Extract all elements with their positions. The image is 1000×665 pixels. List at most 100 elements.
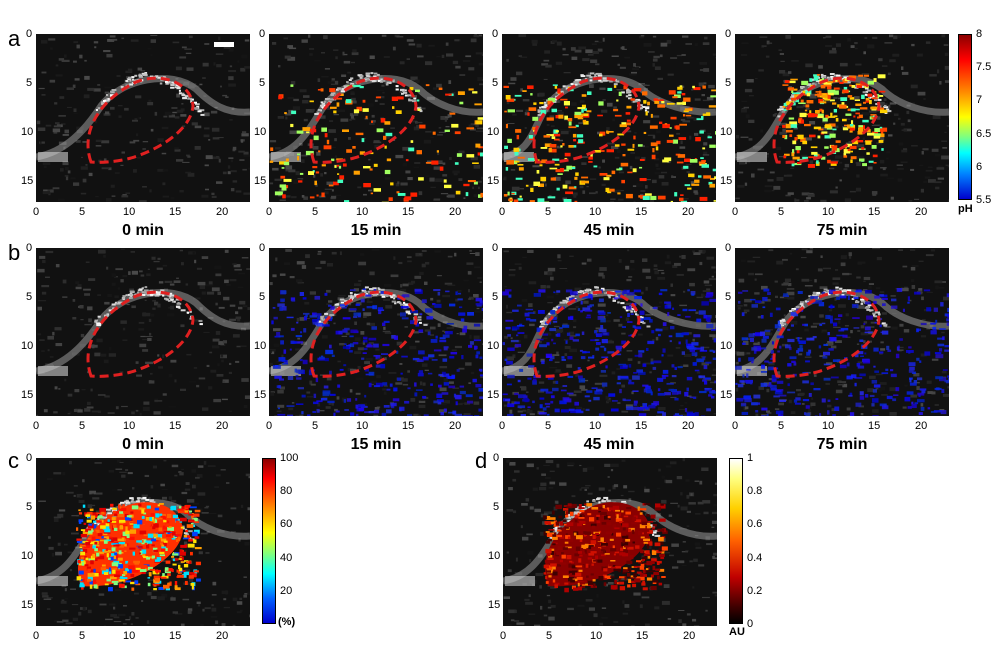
x-tick-label: 0 (500, 630, 507, 642)
panel-b-image-15min (269, 248, 483, 416)
x-tick-label: 10 (822, 420, 835, 432)
colorbar-tick-label: 0.4 (747, 551, 763, 564)
x-tick-label: 10 (590, 630, 603, 642)
x-tick-label: 0 (732, 206, 739, 218)
y-tick-label: 15 (488, 599, 501, 611)
y-tick-label: 15 (487, 389, 500, 401)
panel-letter-c: c (8, 448, 19, 473)
y-tick-label: 0 (26, 452, 33, 464)
colorbar-tick-label: 100 (280, 452, 299, 464)
x-tick-label: 15 (169, 420, 182, 432)
x-tick-label: 20 (682, 206, 695, 218)
x-tick-label: 0 (33, 206, 40, 218)
x-tick-label: 5 (545, 206, 552, 218)
x-tick-label: 15 (169, 206, 182, 218)
x-tick-label: 10 (589, 206, 602, 218)
panel-a-image-45min (502, 34, 716, 202)
x-tick-label: 20 (915, 420, 928, 432)
y-tick-label: 15 (487, 175, 500, 187)
time-caption: 15 min (350, 222, 402, 239)
panel-b-image-0min-svg (36, 248, 250, 416)
x-tick-label: 15 (635, 420, 648, 432)
panel-a-image-75min (735, 34, 949, 202)
panel-c-image-svg (36, 458, 250, 626)
x-tick-label: 0 (33, 630, 40, 642)
colorbar-tick-label: 6 (976, 160, 983, 173)
y-tick-label: 10 (487, 126, 500, 138)
colorbar-au (729, 458, 743, 624)
y-tick-label: 0 (725, 28, 732, 40)
panel-b-image-75min (735, 248, 949, 416)
y-tick-label: 15 (720, 175, 733, 187)
y-tick-label: 15 (21, 389, 34, 401)
y-tick-label: 5 (493, 501, 500, 513)
x-tick-label: 10 (356, 420, 369, 432)
x-tick-label: 15 (169, 630, 182, 642)
x-tick-label: 20 (683, 630, 696, 642)
x-tick-label: 5 (778, 420, 785, 432)
x-tick-label: 20 (449, 206, 462, 218)
y-tick-label: 0 (259, 242, 266, 254)
x-tick-label: 15 (868, 420, 881, 432)
y-tick-label: 5 (259, 77, 266, 89)
x-tick-label: 10 (123, 206, 136, 218)
y-tick-label: 15 (254, 175, 267, 187)
x-tick-label: 0 (732, 420, 739, 432)
y-tick-label: 15 (21, 175, 34, 187)
panel-b-image-75min-svg (735, 248, 949, 416)
x-tick-label: 10 (123, 630, 136, 642)
x-tick-label: 0 (266, 206, 273, 218)
time-caption: 0 min (122, 436, 164, 453)
panel-letter-d: d (475, 448, 488, 473)
colorbar-tick-label: 7.5 (976, 61, 992, 74)
panel-b-image-45min-svg (502, 248, 716, 416)
x-tick-label: 20 (216, 630, 229, 642)
x-tick-label: 5 (79, 206, 86, 218)
x-tick-label: 5 (79, 420, 86, 432)
y-tick-label: 0 (725, 242, 732, 254)
panel-letter-a: a (8, 26, 21, 51)
x-tick-label: 5 (312, 206, 319, 218)
scale-bar (214, 42, 234, 47)
x-tick-label: 5 (312, 420, 319, 432)
x-tick-label: 15 (402, 420, 415, 432)
panel-b-image-45min (502, 248, 716, 416)
y-tick-label: 15 (21, 599, 34, 611)
x-tick-label: 0 (499, 420, 506, 432)
y-tick-label: 10 (254, 340, 267, 352)
x-tick-label: 0 (499, 206, 506, 218)
colorbar-unit-label: (%) (278, 616, 296, 628)
y-tick-label: 10 (21, 340, 34, 352)
x-tick-label: 5 (545, 420, 552, 432)
x-tick-label: 5 (546, 630, 553, 642)
panel-a-image-15min-svg (269, 34, 483, 202)
y-tick-label: 5 (725, 291, 732, 303)
x-tick-label: 15 (635, 206, 648, 218)
panel-c-image (36, 458, 250, 626)
x-tick-label: 10 (822, 206, 835, 218)
colorbar-tick-label: 0 (747, 618, 754, 630)
y-tick-label: 5 (259, 291, 266, 303)
colorbar-tick-label: 40 (280, 551, 293, 564)
colorbar-tick-label: 1 (747, 452, 754, 464)
colorbar-unit-label: pH (958, 203, 973, 215)
colorbar-tick-label: 60 (280, 518, 293, 531)
y-tick-label: 0 (26, 28, 33, 40)
colorbar-unit-label: AU (729, 626, 745, 638)
x-tick-label: 5 (79, 630, 86, 642)
x-tick-label: 20 (915, 206, 928, 218)
panel-a-image-0min (36, 34, 250, 202)
y-tick-label: 10 (488, 550, 501, 562)
panel-b-image-15min-svg (269, 248, 483, 416)
y-tick-label: 10 (254, 126, 267, 138)
x-tick-label: 0 (33, 420, 40, 432)
colorbar-tick-label: 5.5 (976, 194, 992, 206)
colorbar-tick-label: 0.8 (747, 485, 763, 498)
colorbar-tick-label: 20 (280, 584, 293, 597)
x-tick-label: 5 (778, 206, 785, 218)
time-caption: 45 min (583, 222, 635, 239)
panel-d-image-svg (503, 458, 717, 626)
y-tick-label: 0 (492, 242, 499, 254)
x-tick-label: 15 (636, 630, 649, 642)
x-tick-label: 20 (449, 420, 462, 432)
